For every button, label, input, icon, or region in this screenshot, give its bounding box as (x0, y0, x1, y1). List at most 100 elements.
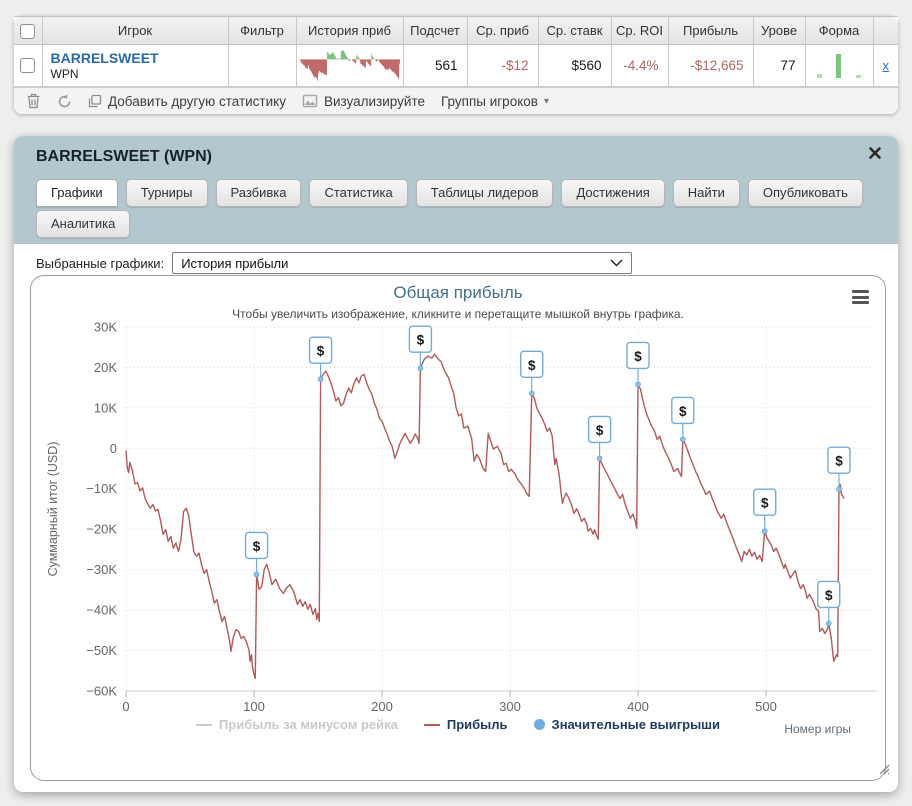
svg-text:$: $ (761, 496, 769, 511)
legend-item-profit-minus-rake[interactable]: Прибыль за минусом рейка (195, 717, 398, 732)
resize-grip[interactable] (879, 762, 890, 780)
column-header-player[interactable]: Игрок (41, 16, 229, 45)
count-value: 561 (402, 44, 468, 87)
column-header-blank (872, 16, 898, 45)
svg-text:$: $ (825, 588, 833, 603)
panel-body: Выбранные графики: История прибыли 30K 20… (14, 244, 898, 792)
svg-text:$: $ (835, 454, 843, 469)
legend-marker-swatch (533, 719, 545, 730)
significant-win-dot (596, 455, 603, 462)
profit-chart-plot[interactable]: 30K 20K 10K 0 −10K −20K −30K −40K −50K −60K 0 100 20… (31, 276, 885, 780)
table-row: BARRELSWEET WPN 561 -$12 $560 -4.4% -$12… (14, 44, 898, 87)
tab-breakdown[interactable]: Разбивка (215, 179, 302, 207)
column-header-form[interactable]: Форма (804, 16, 874, 45)
svg-text:−20K: −20K (86, 522, 117, 537)
svg-text:300: 300 (499, 699, 521, 714)
form-mini-chart (804, 44, 874, 87)
player-groups-button[interactable]: Группы игроков ▾ (441, 94, 549, 109)
win-flag-marker[interactable] (817, 580, 841, 609)
legend-label: Значительные выигрыши (551, 717, 721, 732)
avg-roi-value: -4.4% (610, 44, 669, 87)
svg-text:30K: 30K (94, 319, 117, 334)
filter-cell[interactable] (227, 44, 297, 87)
svg-text:−50K: −50K (86, 643, 117, 658)
tab-publish[interactable]: Опубликовать (747, 179, 863, 207)
column-header-level[interactable]: Урове (752, 16, 806, 45)
chart-menu-icon[interactable] (852, 290, 869, 304)
graph-select-value: История прибыли (181, 255, 289, 271)
column-header-avg-roi[interactable]: Ср. ROI (610, 16, 669, 45)
significant-win-dot (836, 486, 842, 492)
win-flag-marker[interactable] (671, 396, 695, 425)
win-flag-marker[interactable] (626, 341, 650, 370)
profit-chart-card: 30K 20K 10K 0 −10K −20K −30K −40K −50K −60K 0 100 20… (30, 275, 886, 781)
visualize-button[interactable]: Визуализируйте (302, 94, 425, 109)
row-checkbox[interactable] (20, 58, 36, 74)
svg-text:$: $ (317, 344, 325, 359)
svg-text:$: $ (528, 358, 536, 373)
tab-row: Графики Турниры Разбивка Статистика Табл… (36, 179, 898, 207)
tab-find[interactable]: Найти (672, 179, 740, 207)
legend-label: Прибыль (446, 717, 508, 732)
player-name-link[interactable]: BARRELSWEET (50, 49, 159, 66)
add-statistic-button[interactable]: Добавить другую статистику (88, 94, 286, 109)
win-flag-marker[interactable] (753, 488, 777, 516)
legend-item-significant-wins[interactable]: Значительные выигрыши (533, 717, 721, 732)
player-stats-table: Игрок Фильтр История приб Подсчет Ср. пр… (14, 16, 898, 114)
svg-text:100: 100 (243, 699, 265, 714)
column-header-profit-history[interactable]: История приб (295, 16, 404, 45)
graph-select-label: Выбранные графики: (36, 255, 165, 271)
win-flag-marker[interactable] (308, 336, 333, 364)
column-header-profit[interactable]: Прибыль (667, 16, 754, 45)
refresh-icon[interactable] (57, 94, 72, 109)
win-flag-marker[interactable] (244, 531, 269, 560)
svg-text:−40K: −40K (86, 603, 117, 618)
win-flag-marker[interactable] (520, 350, 544, 378)
close-icon[interactable] (866, 144, 884, 162)
legend-line-swatch (195, 723, 212, 726)
trash-icon[interactable] (26, 93, 41, 109)
win-flag-marker[interactable] (408, 325, 433, 353)
tab-charts[interactable]: Графики (36, 179, 118, 207)
tab-leaderboards[interactable]: Таблицы лидеров (415, 179, 554, 207)
svg-text:−60K: −60K (86, 683, 117, 698)
legend-label: Прибыль за минусом рейка (218, 717, 398, 732)
significant-win-dot (761, 528, 768, 535)
image-icon (302, 94, 318, 108)
player-detail-panel: BARRELSWEET (WPN) Графики Турниры Разбив… (14, 136, 898, 792)
svg-text:20K: 20K (94, 360, 117, 375)
tab-statistics[interactable]: Статистика (309, 179, 408, 207)
svg-text:0: 0 (110, 441, 117, 456)
column-header-avg-stake[interactable]: Ср. ставк (537, 16, 612, 45)
win-flag-marker[interactable] (587, 415, 612, 444)
panel-title: BARRELSWEET (WPN) (36, 148, 212, 165)
profit-line-series (125, 353, 845, 680)
significant-win-dot (417, 365, 424, 372)
visualize-label: Визуализируйте (323, 93, 425, 109)
chevron-down-icon (610, 259, 623, 267)
graph-select-dropdown[interactable]: История прибыли (172, 252, 633, 274)
table-toolbar: Добавить другую статистику Визуализируйт… (14, 87, 898, 114)
tab-tournaments[interactable]: Турниры (125, 179, 208, 207)
remove-row-link[interactable]: x (882, 58, 890, 73)
column-header-count[interactable]: Подсчет (402, 16, 468, 45)
win-flag-marker[interactable] (827, 446, 851, 474)
chart-legend: Прибыль за минусом рейка Прибыль Значите… (31, 717, 885, 732)
column-header-avg-profit[interactable]: Ср. приб (466, 16, 539, 45)
profit-value: -$12,665 (667, 44, 754, 87)
chart-title: Общая прибыль (393, 283, 523, 302)
svg-text:$: $ (634, 349, 642, 364)
select-all-checkbox[interactable] (20, 23, 36, 39)
svg-text:500: 500 (755, 699, 777, 714)
profit-history-sparkline[interactable] (295, 44, 404, 87)
svg-text:$: $ (679, 404, 687, 419)
legend-item-profit[interactable]: Прибыль (423, 717, 508, 732)
tab-analytics[interactable]: Аналитика (36, 210, 131, 238)
column-header-filter[interactable]: Фильтр (227, 16, 297, 45)
significant-win-dot (679, 436, 686, 443)
tab-achievements[interactable]: Достижения (561, 179, 665, 207)
chart-subtitle: Чтобы увеличить изображение, кликните и … (232, 307, 684, 321)
avg-stake-value: $560 (537, 44, 612, 87)
svg-text:400: 400 (627, 699, 649, 714)
player-network: WPN (50, 66, 79, 81)
